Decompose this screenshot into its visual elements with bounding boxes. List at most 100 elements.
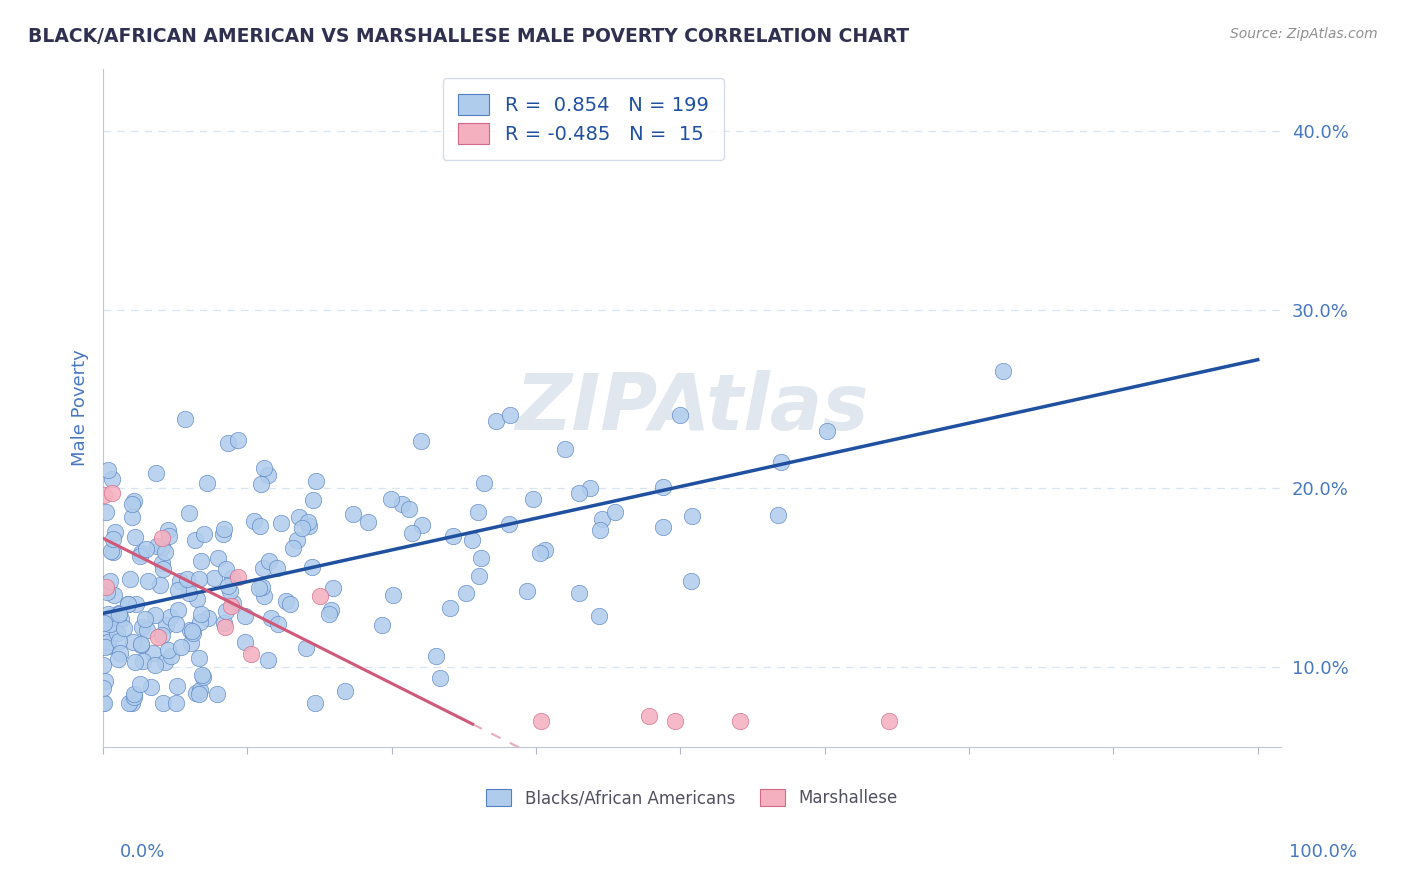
Point bbox=[398, 502, 420, 516]
Point bbox=[278, 597, 301, 611]
Point bbox=[188, 572, 211, 586]
Point bbox=[159, 610, 181, 624]
Point bbox=[131, 620, 153, 634]
Point bbox=[103, 532, 125, 546]
Point bbox=[118, 696, 141, 710]
Point bbox=[567, 586, 589, 600]
Point bbox=[155, 655, 177, 669]
Point bbox=[121, 696, 143, 710]
Point bbox=[146, 631, 169, 645]
Point bbox=[401, 525, 423, 540]
Point bbox=[179, 623, 201, 637]
Point bbox=[186, 591, 208, 606]
Point bbox=[112, 621, 135, 635]
Point bbox=[472, 475, 495, 490]
Point bbox=[485, 414, 508, 428]
Point bbox=[93, 696, 115, 710]
Point bbox=[318, 607, 340, 622]
Point bbox=[243, 514, 266, 528]
Point bbox=[530, 714, 553, 728]
Point bbox=[529, 546, 551, 560]
Point bbox=[589, 523, 612, 537]
Point bbox=[285, 533, 308, 548]
Text: ZIPAtlas: ZIPAtlas bbox=[515, 370, 869, 446]
Point bbox=[121, 510, 143, 524]
Point bbox=[217, 436, 239, 450]
Point bbox=[195, 475, 218, 490]
Point bbox=[149, 577, 172, 591]
Point bbox=[143, 658, 166, 673]
Point bbox=[301, 560, 323, 574]
Point bbox=[124, 655, 146, 669]
Point bbox=[516, 584, 538, 599]
Point bbox=[193, 527, 215, 541]
Text: 0.0%: 0.0% bbox=[120, 843, 165, 861]
Point bbox=[101, 545, 124, 559]
Point bbox=[97, 607, 120, 621]
Point bbox=[470, 551, 492, 566]
Point bbox=[170, 640, 193, 655]
Point bbox=[638, 709, 661, 723]
Point bbox=[107, 612, 129, 626]
Point bbox=[297, 515, 319, 529]
Point bbox=[411, 518, 433, 533]
Point bbox=[766, 508, 789, 522]
Point bbox=[319, 603, 342, 617]
Point bbox=[879, 714, 901, 728]
Point bbox=[138, 574, 160, 589]
Point bbox=[180, 636, 202, 650]
Point bbox=[93, 640, 115, 655]
Point bbox=[179, 586, 201, 600]
Point bbox=[129, 638, 152, 652]
Point bbox=[169, 574, 191, 588]
Point bbox=[136, 623, 159, 637]
Point bbox=[177, 506, 200, 520]
Point bbox=[165, 616, 187, 631]
Point bbox=[568, 486, 591, 500]
Point bbox=[681, 508, 703, 523]
Point bbox=[294, 640, 316, 655]
Point bbox=[142, 646, 165, 660]
Point bbox=[322, 581, 344, 595]
Point bbox=[94, 580, 117, 594]
Point bbox=[221, 571, 243, 585]
Point bbox=[129, 546, 152, 560]
Point bbox=[233, 634, 256, 648]
Point bbox=[135, 542, 157, 557]
Point bbox=[425, 649, 447, 664]
Point bbox=[104, 524, 127, 539]
Point bbox=[107, 652, 129, 666]
Point bbox=[190, 607, 212, 621]
Point bbox=[145, 466, 167, 480]
Point bbox=[253, 589, 276, 603]
Point bbox=[122, 690, 145, 704]
Point bbox=[467, 505, 489, 519]
Point bbox=[150, 531, 173, 545]
Point bbox=[522, 491, 544, 506]
Point bbox=[166, 603, 188, 617]
Point bbox=[239, 647, 262, 661]
Point bbox=[219, 599, 242, 613]
Point bbox=[108, 646, 131, 660]
Point bbox=[588, 609, 610, 624]
Point bbox=[679, 574, 702, 588]
Point bbox=[253, 461, 276, 475]
Point bbox=[298, 518, 321, 533]
Point bbox=[441, 529, 464, 543]
Point bbox=[128, 549, 150, 564]
Point bbox=[131, 637, 153, 651]
Point bbox=[228, 433, 250, 447]
Point bbox=[250, 581, 273, 595]
Point bbox=[108, 607, 131, 621]
Point bbox=[217, 579, 239, 593]
Point bbox=[439, 601, 461, 615]
Point bbox=[305, 475, 328, 489]
Point bbox=[249, 477, 271, 491]
Point bbox=[207, 687, 229, 701]
Point bbox=[591, 512, 613, 526]
Point bbox=[91, 696, 114, 710]
Text: Source: ZipAtlas.com: Source: ZipAtlas.com bbox=[1230, 27, 1378, 41]
Point bbox=[226, 569, 249, 583]
Point bbox=[156, 523, 179, 537]
Point bbox=[291, 521, 314, 535]
